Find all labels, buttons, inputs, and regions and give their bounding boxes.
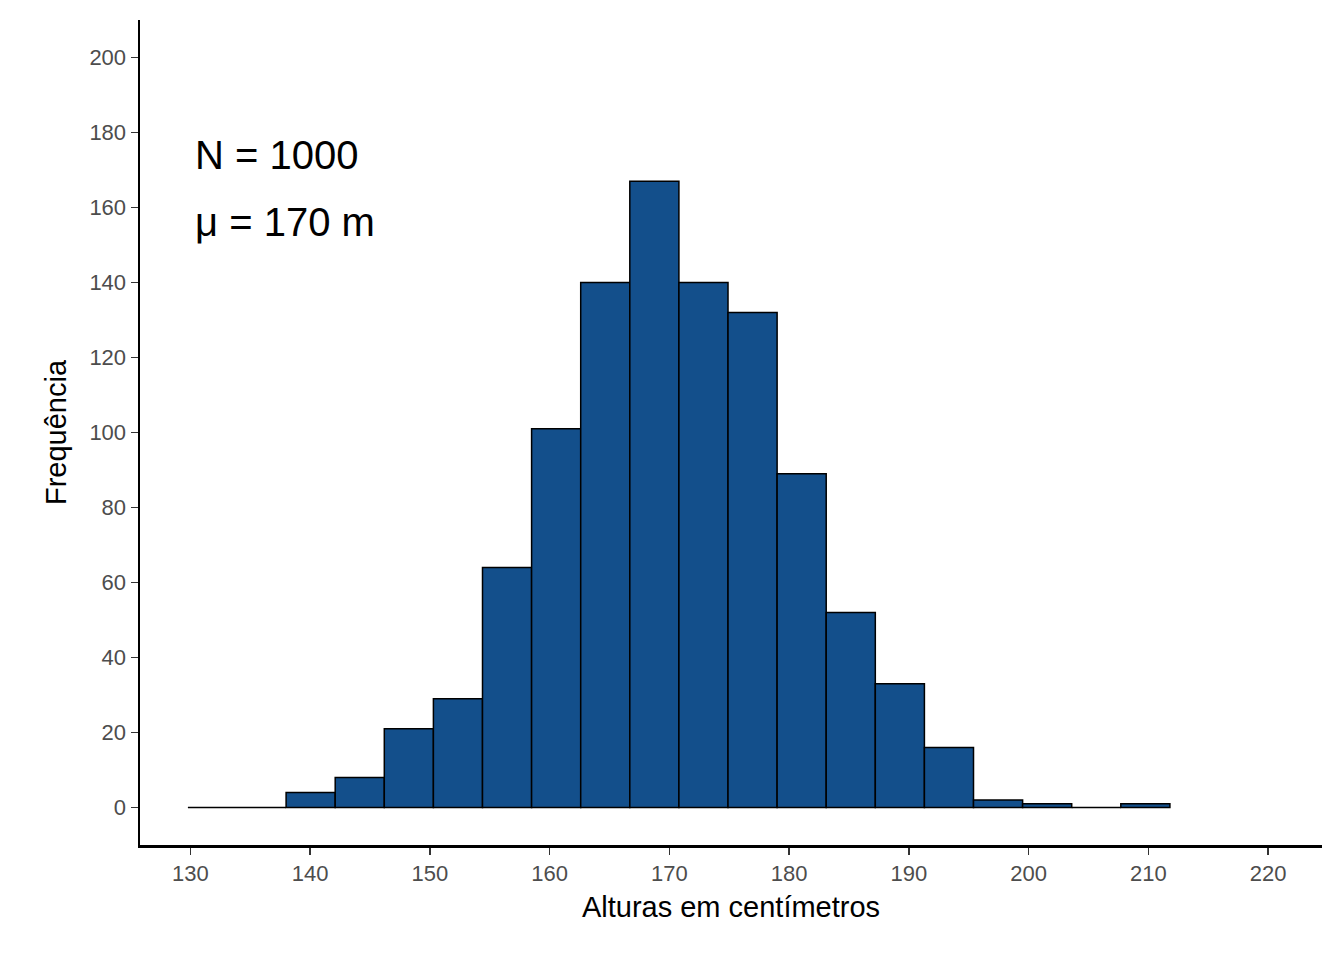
- svg-text:190: 190: [890, 861, 927, 886]
- svg-text:210: 210: [1130, 861, 1167, 886]
- svg-text:220: 220: [1250, 861, 1287, 886]
- svg-text:100: 100: [89, 420, 126, 445]
- svg-text:20: 20: [102, 720, 126, 745]
- svg-text:140: 140: [89, 270, 126, 295]
- svg-text:Frequência: Frequência: [40, 359, 72, 505]
- svg-text:N = 1000: N = 1000: [195, 133, 358, 177]
- svg-text:180: 180: [771, 861, 808, 886]
- svg-text:80: 80: [102, 495, 126, 520]
- svg-text:130: 130: [172, 861, 209, 886]
- svg-text:Alturas em centímetros: Alturas em centímetros: [582, 891, 880, 923]
- svg-text:60: 60: [102, 570, 126, 595]
- svg-text:170: 170: [651, 861, 688, 886]
- svg-text:180: 180: [89, 120, 126, 145]
- svg-text:140: 140: [292, 861, 329, 886]
- svg-text:160: 160: [89, 195, 126, 220]
- svg-text:μ = 170 m: μ = 170 m: [195, 200, 375, 244]
- svg-text:40: 40: [102, 645, 126, 670]
- svg-text:200: 200: [1010, 861, 1047, 886]
- svg-text:0: 0: [114, 795, 126, 820]
- svg-text:120: 120: [89, 345, 126, 370]
- svg-text:150: 150: [411, 861, 448, 886]
- svg-text:160: 160: [531, 861, 568, 886]
- svg-text:200: 200: [89, 45, 126, 70]
